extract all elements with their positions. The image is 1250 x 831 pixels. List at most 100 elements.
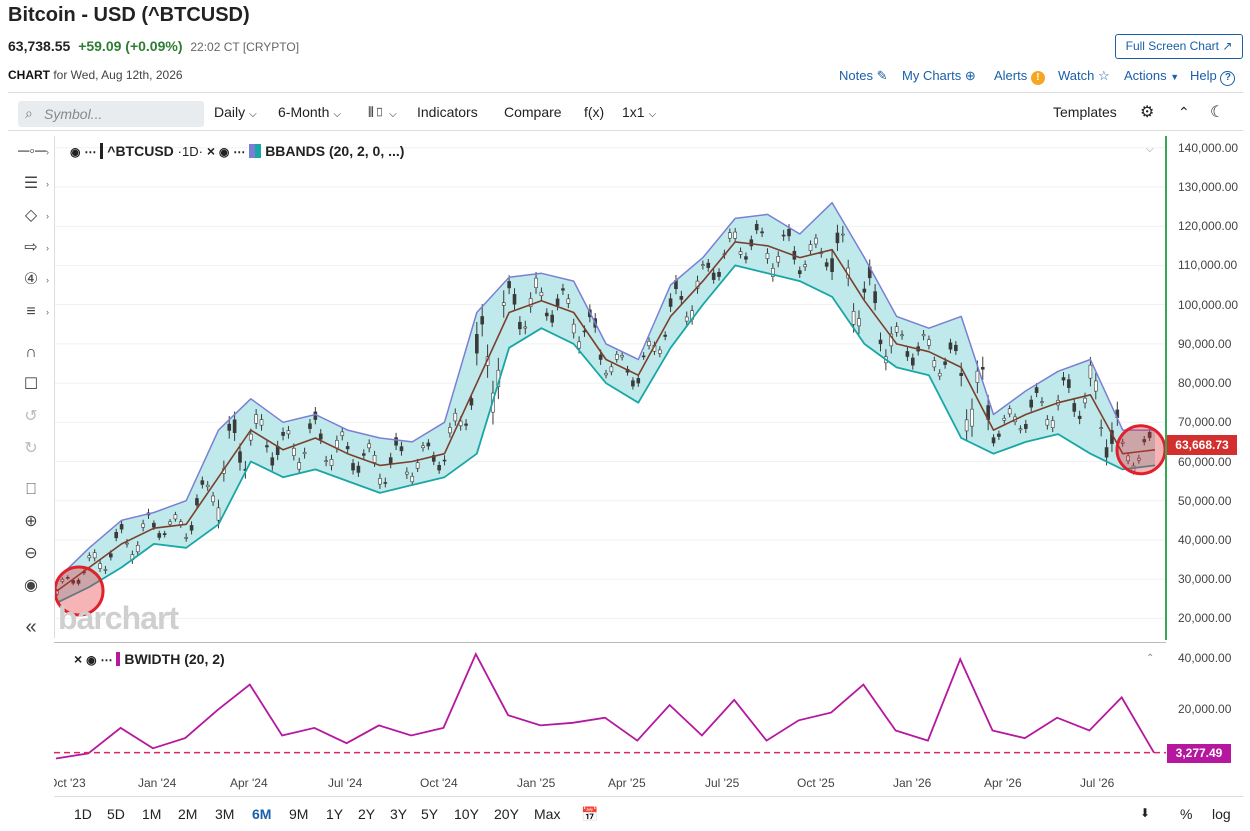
shape-tool-icon[interactable]: ◇ › bbox=[18, 204, 49, 228]
range-button-3m[interactable]: 3M bbox=[215, 806, 235, 822]
candle-body bbox=[141, 523, 145, 528]
more-dots-icon[interactable]: ⋯ bbox=[100, 653, 113, 667]
pattern-tool-icon[interactable]: ≡ › bbox=[18, 300, 49, 324]
candle-body bbox=[448, 427, 452, 434]
templates-button[interactable]: Templates bbox=[1053, 104, 1117, 120]
alert-icon: ! bbox=[1030, 71, 1045, 85]
bwidth-panel[interactable] bbox=[54, 642, 1166, 766]
candle-body bbox=[135, 545, 140, 553]
range-button-6m[interactable]: 6M bbox=[252, 806, 272, 822]
candle-body bbox=[464, 423, 468, 426]
watch-link[interactable]: Watch ☆ bbox=[1058, 68, 1110, 84]
candle-body bbox=[109, 553, 113, 558]
help-link[interactable]: Help ? bbox=[1190, 68, 1236, 86]
candle-body bbox=[512, 294, 517, 305]
candle-body bbox=[1024, 424, 1028, 429]
eye-icon[interactable]: ◉ bbox=[24, 577, 38, 594]
range-button-2y[interactable]: 2Y bbox=[358, 806, 376, 822]
quote-time: 22:02 CT [CRYPTO] bbox=[190, 40, 300, 54]
fibonacci-tool-icon[interactable]: ☰ › bbox=[18, 172, 49, 196]
eye-icon[interactable]: ◉ bbox=[70, 145, 81, 159]
candle-body bbox=[238, 451, 242, 463]
close-icon[interactable]: × bbox=[206, 143, 216, 159]
notes-label: Notes bbox=[839, 68, 873, 83]
interval-dropdown[interactable]: Daily ⌵ bbox=[214, 104, 257, 120]
chevron-up-icon[interactable]: ⌃ bbox=[1146, 653, 1155, 664]
bollinger-band-fill bbox=[57, 202, 1155, 603]
chevron-right-icon: › bbox=[46, 275, 49, 285]
range-button-10y[interactable]: 10Y bbox=[454, 806, 479, 822]
chart-type-dropdown[interactable]: ⫴▯ ⌵ bbox=[368, 104, 397, 121]
eye-icon[interactable]: ◉ bbox=[86, 653, 97, 667]
candle-body bbox=[98, 563, 102, 569]
candle-body bbox=[668, 298, 673, 307]
range-button-5d[interactable]: 5D bbox=[107, 806, 125, 822]
more-dots-icon[interactable]: ⋯ bbox=[233, 145, 246, 159]
magnet-icon[interactable]: ∩ bbox=[25, 344, 37, 361]
dark-mode-moon-icon[interactable]: ☾ bbox=[1210, 104, 1225, 121]
counter-tool-icon[interactable]: ④ › bbox=[18, 268, 49, 292]
settings-gear-icon[interactable]: ⚙ bbox=[1140, 104, 1155, 121]
candle-body bbox=[152, 522, 156, 528]
symbol-search-input[interactable]: ⌕ Symbol... bbox=[18, 101, 204, 127]
function-button[interactable]: f(x) bbox=[584, 104, 605, 120]
notes-link[interactable]: Notes ✎ bbox=[839, 68, 888, 84]
candle-body bbox=[980, 366, 985, 370]
trash-icon[interactable]: ⎕ bbox=[26, 481, 36, 498]
candle-body bbox=[1077, 415, 1082, 419]
compare-button[interactable]: Compare bbox=[504, 104, 562, 120]
chevron-down-icon[interactable]: ⌵ bbox=[1146, 144, 1154, 155]
collapse-up-icon[interactable]: ⌃ bbox=[1178, 104, 1190, 120]
line-tool-icon[interactable]: ─◦─ › bbox=[18, 140, 49, 164]
more-dots-icon[interactable]: ⋯ bbox=[84, 145, 97, 159]
candle-body bbox=[614, 353, 619, 360]
undo-icon[interactable]: ↺ bbox=[24, 408, 38, 425]
range-button-max[interactable]: Max bbox=[534, 806, 561, 822]
range-button-3y[interactable]: 3Y bbox=[390, 806, 408, 822]
candle-body bbox=[765, 253, 770, 259]
close-icon[interactable]: × bbox=[74, 651, 83, 667]
range-dropdown[interactable]: 6-Month ⌵ bbox=[278, 104, 341, 120]
indicator-legend: × ◉ ⋯ BWIDTH (20, 2) bbox=[74, 651, 225, 667]
redo-icon[interactable]: ↻ bbox=[24, 440, 38, 457]
full-screen-chart-button[interactable]: Full Screen Chart ↗ bbox=[1115, 34, 1243, 59]
arrow-tool-icon[interactable]: ⇨ › bbox=[18, 236, 49, 260]
actions-label: Actions bbox=[1124, 68, 1167, 83]
candlestick-icon: ⫴▯ bbox=[368, 104, 386, 120]
range-button-1d[interactable]: 1D bbox=[74, 806, 92, 822]
divider bbox=[8, 92, 1243, 93]
candle-body bbox=[991, 437, 996, 444]
candle-body bbox=[254, 414, 258, 424]
unlock-icon[interactable]: ☐ bbox=[23, 376, 39, 393]
percent-toggle[interactable]: % bbox=[1180, 806, 1193, 822]
bwidth-label: BWIDTH (20, 2) bbox=[124, 651, 225, 667]
candle-body bbox=[184, 537, 188, 539]
range-button-5y[interactable]: 5Y bbox=[421, 806, 439, 822]
collapse-left-icon[interactable]: « bbox=[25, 616, 37, 638]
range-button-1m[interactable]: 1M bbox=[142, 806, 162, 822]
candle-body bbox=[797, 270, 802, 275]
range-button-2m[interactable]: 2M bbox=[178, 806, 198, 822]
zoom-out-icon[interactable]: ⊖ bbox=[24, 545, 38, 562]
range-value: 6-Month bbox=[278, 104, 330, 120]
range-button-20y[interactable]: 20Y bbox=[494, 806, 519, 822]
chart-date-line: CHART for Wed, Aug 12th, 2026 bbox=[8, 68, 183, 82]
double-chevron-down-icon[interactable]: ⬇ bbox=[1140, 806, 1151, 820]
zoom-in-icon[interactable]: ⊕ bbox=[24, 513, 38, 530]
alerts-link[interactable]: Alerts ! bbox=[994, 68, 1045, 85]
candle-body bbox=[329, 459, 334, 466]
candle-body bbox=[814, 237, 818, 245]
actions-menu[interactable]: Actions ▼ bbox=[1124, 68, 1179, 83]
eye-icon[interactable]: ◉ bbox=[218, 145, 230, 159]
my-charts-link[interactable]: My Charts ⊕ bbox=[902, 68, 976, 84]
candle-body bbox=[383, 482, 388, 484]
range-button-9m[interactable]: 9M bbox=[289, 806, 309, 822]
price-chart-panel[interactable] bbox=[54, 136, 1167, 638]
log-toggle[interactable]: log bbox=[1212, 806, 1231, 822]
range-button-1y[interactable]: 1Y bbox=[326, 806, 344, 822]
candle-body bbox=[388, 457, 393, 464]
calendar-icon[interactable]: 📅 bbox=[581, 806, 599, 822]
candle-body bbox=[857, 318, 861, 327]
indicators-button[interactable]: Indicators bbox=[417, 104, 478, 120]
layout-dropdown[interactable]: 1x1 ⌵ bbox=[622, 104, 656, 120]
